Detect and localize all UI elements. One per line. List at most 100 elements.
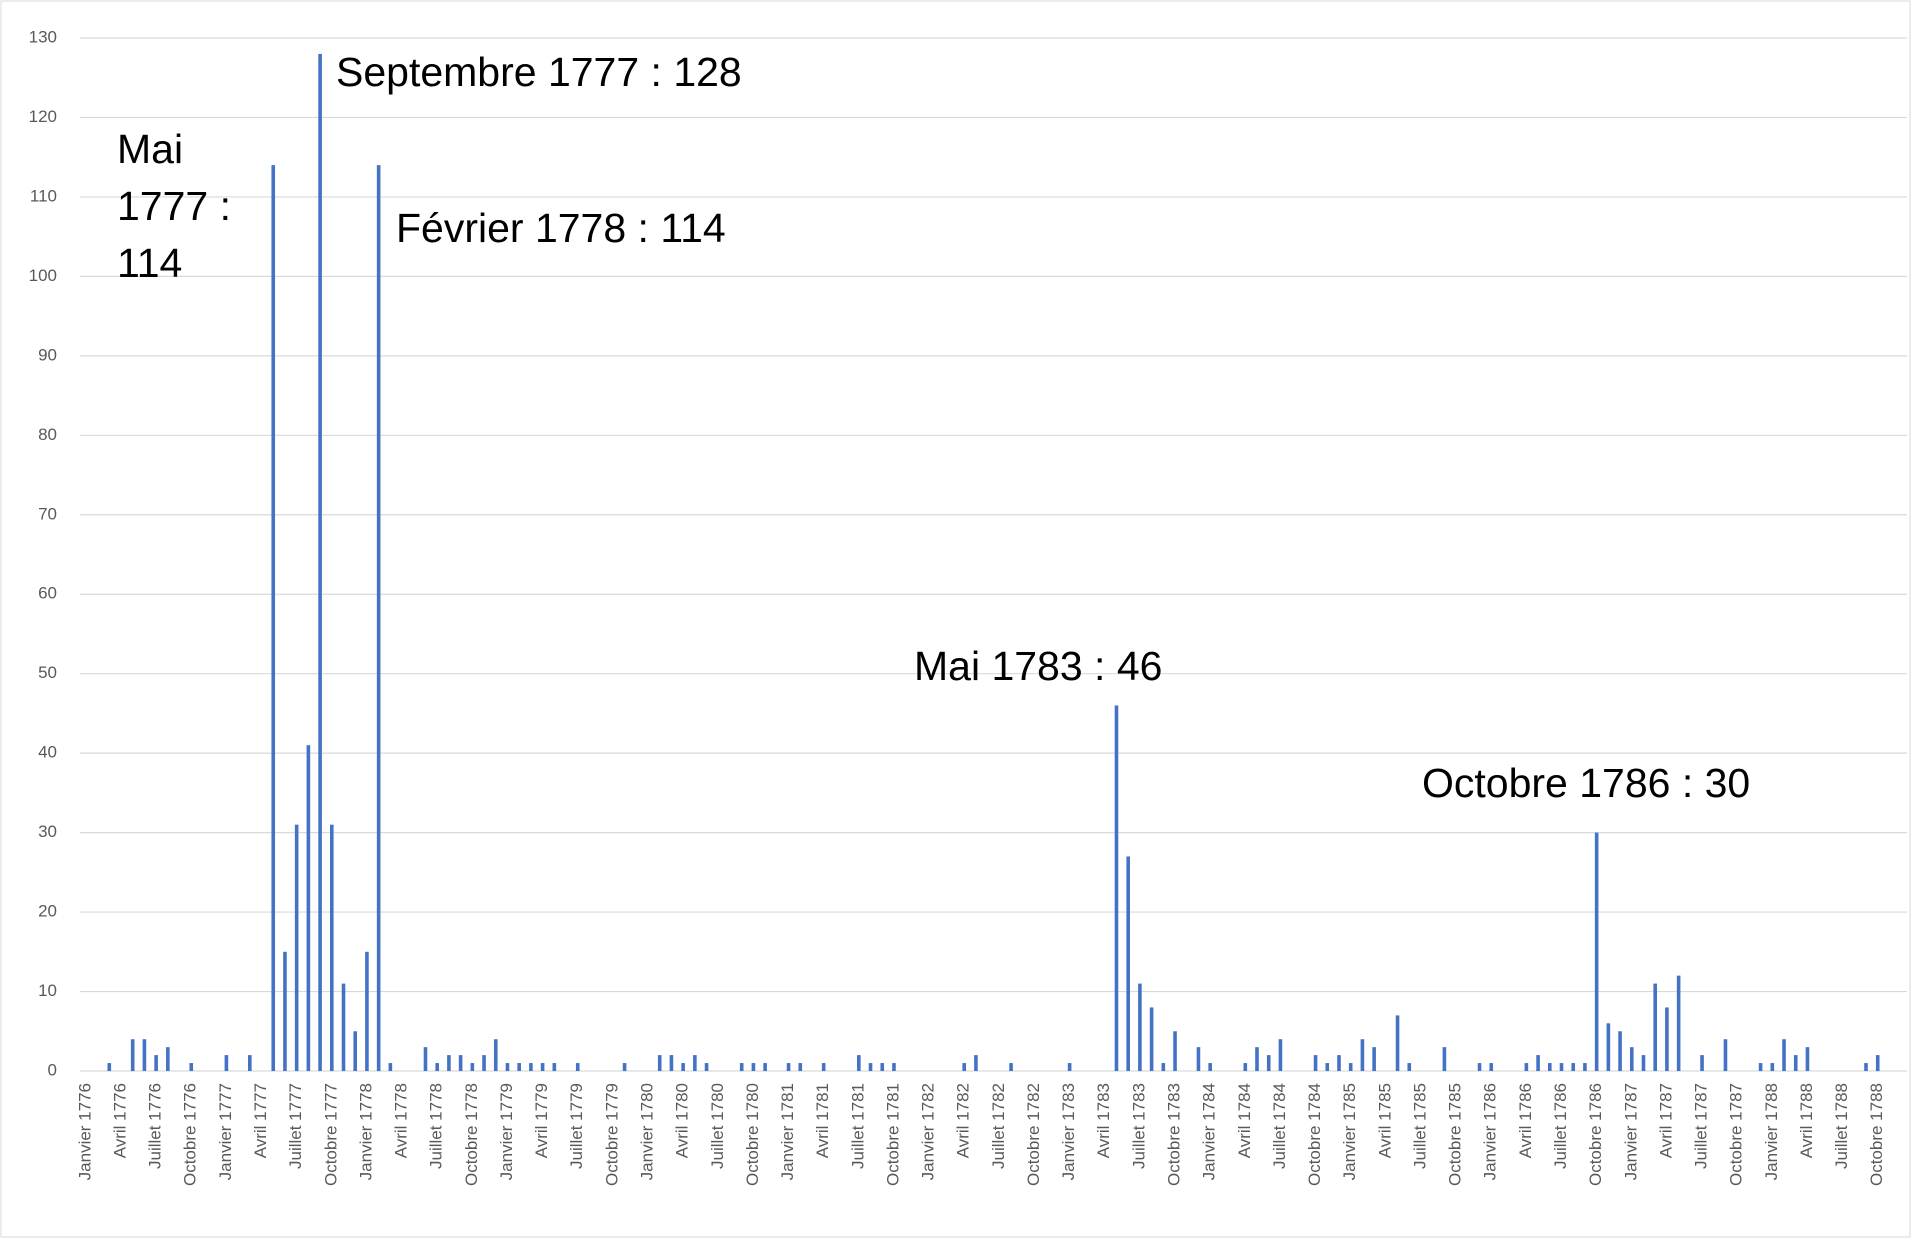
bar xyxy=(1372,1047,1376,1071)
y-tick-label: 60 xyxy=(38,584,57,603)
bar xyxy=(470,1063,475,1071)
x-tick-label: Octobre 1787 xyxy=(1727,1083,1746,1186)
bar xyxy=(1208,1063,1212,1071)
bar xyxy=(1665,1007,1669,1071)
x-tick-label: Janvier 1781 xyxy=(778,1083,797,1180)
bar xyxy=(1547,1063,1552,1071)
bar xyxy=(974,1055,978,1071)
bar xyxy=(1196,1047,1201,1071)
bar xyxy=(365,951,369,1071)
bar xyxy=(880,1063,885,1071)
bar xyxy=(1325,1063,1330,1071)
bar xyxy=(1864,1063,1868,1071)
bar xyxy=(1559,1063,1564,1071)
bar xyxy=(1875,1055,1880,1071)
bar xyxy=(329,824,334,1071)
x-tick-label: Janvier 1780 xyxy=(637,1083,656,1180)
annotation: Mai 1783 : 46 xyxy=(914,643,1163,689)
bar xyxy=(1700,1055,1704,1071)
bar xyxy=(1536,1055,1540,1071)
bar xyxy=(1758,1063,1763,1071)
bar xyxy=(1571,1063,1576,1071)
annotation: Mai 1777 : 114 xyxy=(117,126,231,286)
x-tick-label: Juillet 1778 xyxy=(427,1083,446,1169)
bar xyxy=(248,1055,252,1071)
bar xyxy=(821,1063,826,1071)
bar xyxy=(1313,1055,1318,1071)
y-tick-label: 50 xyxy=(38,663,57,682)
bar xyxy=(283,951,287,1071)
bar xyxy=(306,745,311,1071)
y-tick-label: 10 xyxy=(38,981,57,1000)
bar xyxy=(1114,705,1119,1071)
x-tick-label: Octobre 1780 xyxy=(743,1083,762,1186)
x-tick-label: Octobre 1781 xyxy=(883,1083,902,1186)
x-tick-label: Avril 1783 xyxy=(1094,1083,1113,1158)
bar xyxy=(622,1063,627,1071)
x-tick-label: Octobre 1778 xyxy=(462,1083,481,1186)
bar xyxy=(423,1047,428,1071)
y-tick-label: 90 xyxy=(38,345,57,364)
x-tick-label: Janvier 1779 xyxy=(497,1083,516,1180)
x-tick-label: Janvier 1782 xyxy=(919,1083,938,1180)
bar xyxy=(1337,1055,1341,1071)
x-tick-label: Octobre 1788 xyxy=(1867,1083,1886,1186)
bar xyxy=(482,1055,486,1071)
x-tick-label: Octobre 1777 xyxy=(321,1083,340,1186)
bar xyxy=(505,1063,510,1071)
x-tick-label: Avril 1779 xyxy=(532,1083,551,1158)
bar xyxy=(189,1063,194,1071)
bar xyxy=(1161,1063,1166,1071)
bar xyxy=(388,1063,393,1071)
bar xyxy=(1360,1039,1365,1071)
x-tick-label: Janvier 1785 xyxy=(1340,1083,1359,1180)
bar xyxy=(435,1063,440,1071)
bar xyxy=(1348,1063,1353,1071)
bar xyxy=(1395,1015,1400,1071)
bar xyxy=(142,1039,147,1071)
y-tick-label: 20 xyxy=(38,902,57,921)
x-tick-label: Avril 1784 xyxy=(1235,1083,1254,1158)
bar xyxy=(575,1063,580,1071)
bar xyxy=(1723,1039,1728,1071)
bar xyxy=(1138,983,1142,1071)
bar xyxy=(1173,1031,1177,1071)
bar xyxy=(1782,1039,1786,1071)
bar xyxy=(353,1031,358,1071)
bar xyxy=(130,1039,135,1071)
bar xyxy=(107,1063,112,1071)
x-tick-label: Octobre 1779 xyxy=(602,1083,621,1186)
x-tick-label: Octobre 1776 xyxy=(181,1083,200,1186)
y-tick-label: 0 xyxy=(48,1060,57,1079)
x-tick-label: Janvier 1778 xyxy=(356,1083,375,1180)
bar xyxy=(1442,1047,1447,1071)
bar xyxy=(529,1063,533,1071)
bar xyxy=(857,1055,861,1071)
bar xyxy=(166,1047,170,1071)
bar xyxy=(224,1055,229,1071)
bar xyxy=(552,1063,557,1071)
x-tick-label: Juillet 1787 xyxy=(1692,1083,1711,1169)
x-tick-label: Octobre 1782 xyxy=(1024,1083,1043,1186)
bar xyxy=(1653,983,1658,1071)
bar xyxy=(1067,1063,1072,1071)
bar xyxy=(1477,1063,1482,1071)
x-tick-label: Octobre 1785 xyxy=(1446,1083,1465,1186)
y-tick-label: 100 xyxy=(29,266,57,285)
x-tick-label: Avril 1781 xyxy=(813,1083,832,1158)
y-tick-label: 110 xyxy=(30,186,57,205)
x-tick-label: Juillet 1785 xyxy=(1410,1083,1429,1169)
bar xyxy=(1524,1063,1529,1071)
x-tick-label: Juillet 1783 xyxy=(1129,1083,1148,1169)
x-tick-label: Juillet 1784 xyxy=(1270,1083,1289,1169)
bar xyxy=(763,1063,767,1071)
x-tick-label: Octobre 1786 xyxy=(1586,1083,1605,1186)
bar xyxy=(154,1055,158,1071)
x-tick-label: Janvier 1784 xyxy=(1200,1083,1219,1180)
y-tick-label: 130 xyxy=(29,27,57,46)
y-tick-label: 120 xyxy=(29,107,57,126)
x-tick-label: Juillet 1776 xyxy=(146,1083,165,1169)
x-tick-label: Juillet 1782 xyxy=(989,1083,1008,1169)
